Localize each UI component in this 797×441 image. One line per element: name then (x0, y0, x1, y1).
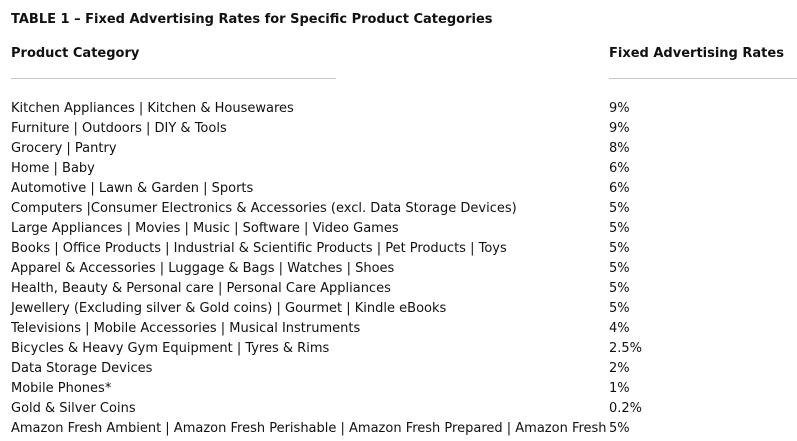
table-row: Furniture | Outdoors | DIY & Tools 9% (0, 119, 797, 139)
category-cell: Gold & Silver Coins (11, 401, 136, 416)
table-row: Automotive | Lawn & Garden | Sports 6% (0, 179, 797, 199)
category-cell: Computers |Consumer Electronics & Access… (11, 201, 517, 216)
table-row: Home | Baby 6% (0, 159, 797, 179)
table-row: Apparel & Accessories | Luggage & Bags |… (0, 259, 797, 279)
table-row: Large Appliances | Movies | Music | Soft… (0, 219, 797, 239)
category-cell: Televisions | Mobile Accessories | Music… (11, 321, 361, 336)
rate-cell: 1% (609, 381, 630, 396)
rate-cell: 9% (609, 101, 630, 116)
table-row: Grocery | Pantry 8% (0, 139, 797, 159)
product-category-header: Product Category (11, 46, 140, 61)
table-body: Kitchen Appliances | Kitchen & Houseware… (0, 99, 797, 439)
table-row: Computers |Consumer Electronics & Access… (0, 199, 797, 219)
category-cell: Jewellery (Excluding silver & Gold coins… (11, 301, 447, 316)
rate-cell: 5% (609, 241, 630, 256)
rate-cell: 9% (609, 121, 630, 136)
category-cell: Home | Baby (11, 161, 95, 176)
rate-cell: 6% (609, 181, 630, 196)
category-cell: Automotive | Lawn & Garden | Sports (11, 181, 254, 196)
table-row: Books | Office Products | Industrial & S… (0, 239, 797, 259)
table-row: Televisions | Mobile Accessories | Music… (0, 319, 797, 339)
rate-cell: 8% (609, 141, 630, 156)
category-cell: Apparel & Accessories | Luggage & Bags |… (11, 261, 395, 276)
table-row: Kitchen Appliances | Kitchen & Houseware… (0, 99, 797, 119)
table-row: Health, Beauty & Personal care | Persona… (0, 279, 797, 299)
rate-cell: 5% (609, 201, 630, 216)
category-cell: Bicycles & Heavy Gym Equipment | Tyres &… (11, 341, 330, 356)
rate-cell: 5% (609, 421, 630, 436)
category-cell: Health, Beauty & Personal care | Persona… (11, 281, 391, 296)
table-row: Jewellery (Excluding silver & Gold coins… (0, 299, 797, 319)
rate-cell: 6% (609, 161, 630, 176)
category-cell: Data Storage Devices (11, 361, 153, 376)
table-row: Mobile Phones* 1% (0, 379, 797, 399)
rate-cell: 4% (609, 321, 630, 336)
table-row: Bicycles & Heavy Gym Equipment | Tyres &… (0, 339, 797, 359)
table-row: Amazon Fresh Ambient | Amazon Fresh Peri… (0, 419, 797, 439)
rate-cell: 0.2% (609, 401, 643, 416)
category-cell: Kitchen Appliances | Kitchen & Houseware… (11, 101, 294, 116)
header-divider-right (609, 78, 797, 79)
category-cell: Mobile Phones* (11, 381, 112, 396)
table-title: TABLE 1 – Fixed Advertising Rates for Sp… (11, 12, 493, 27)
header-divider-left (11, 78, 336, 79)
category-cell: Books | Office Products | Industrial & S… (11, 241, 507, 256)
rate-cell: 5% (609, 281, 630, 296)
rate-cell: 2.5% (609, 341, 643, 356)
table-row: Data Storage Devices 2% (0, 359, 797, 379)
rate-cell: 5% (609, 221, 630, 236)
table-row: Gold & Silver Coins 0.2% (0, 399, 797, 419)
category-cell: Large Appliances | Movies | Music | Soft… (11, 221, 399, 236)
category-cell: Amazon Fresh Ambient | Amazon Fresh Peri… (11, 421, 607, 436)
category-cell: Grocery | Pantry (11, 141, 117, 156)
rate-cell: 2% (609, 361, 630, 376)
fixed-advertising-rates-header: Fixed Advertising Rates (609, 46, 784, 61)
rate-cell: 5% (609, 301, 630, 316)
rate-cell: 5% (609, 261, 630, 276)
category-cell: Furniture | Outdoors | DIY & Tools (11, 121, 227, 136)
